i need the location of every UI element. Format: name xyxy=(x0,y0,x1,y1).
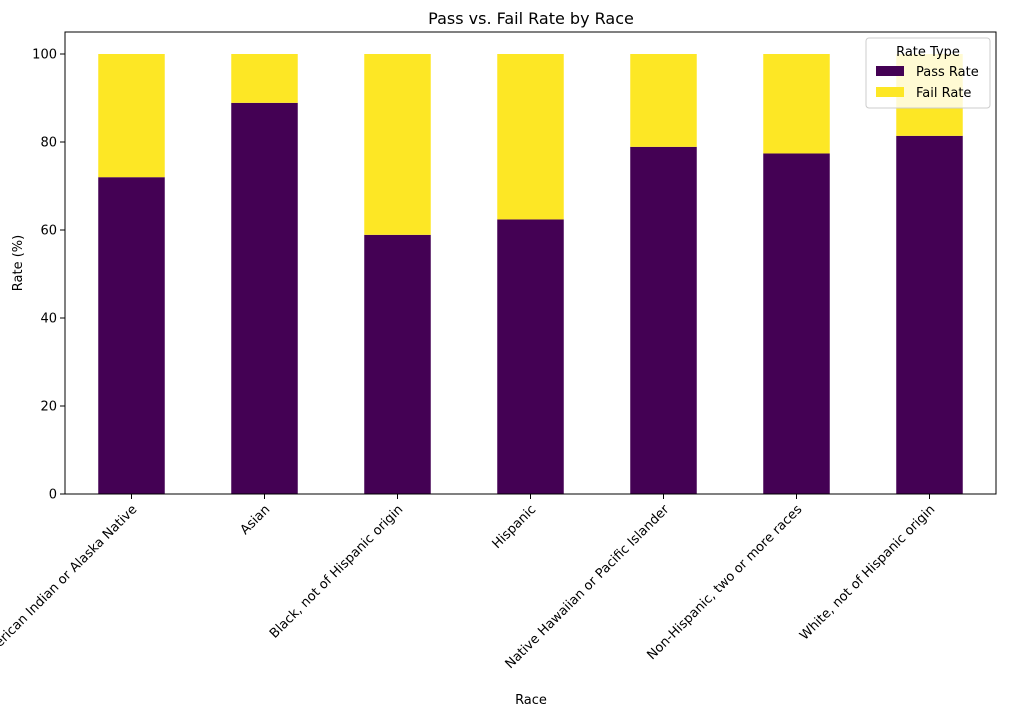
legend-label-fail-rate: Fail Rate xyxy=(916,86,971,101)
x-axis: American Indian or Alaska Native AsianBla… xyxy=(0,494,938,672)
x-tick-label: Asian xyxy=(238,502,274,538)
bar-fail-rate-black-not-of-hispanic-origin xyxy=(364,54,431,235)
bar-pass-rate-black-not-of-hispanic-origin xyxy=(364,234,431,494)
y-tick-label: 0 xyxy=(49,488,57,503)
bar-fail-rate-asian xyxy=(231,54,298,103)
legend-swatch-fail-rate xyxy=(876,87,904,97)
legend-label-pass-rate: Pass Rate xyxy=(916,65,979,80)
y-tick-label: 40 xyxy=(40,312,57,327)
legend-title: Rate Type xyxy=(896,45,960,60)
x-tick-label: Black, not of Hispanic origin xyxy=(267,502,406,641)
y-axis: 0 20 40 60 80 100 xyxy=(32,48,65,503)
y-tick-label: 20 xyxy=(40,400,57,415)
x-tick-label: Hispanic xyxy=(490,502,540,552)
x-tick-label: Non-Hispanic, two or more races xyxy=(644,502,805,663)
y-tick-label: 80 xyxy=(40,136,57,151)
bars-layer xyxy=(98,54,963,494)
y-tick-label: 60 xyxy=(40,224,57,239)
bar-pass-rate-asian xyxy=(231,102,298,494)
bar-pass-rate-white-not-of-hispanic-origin xyxy=(896,135,963,494)
bar-fail-rate-american-indian-or-alaska-native xyxy=(98,54,165,178)
chart-title: Pass vs. Fail Rate by Race xyxy=(428,9,634,28)
y-axis-label: Rate (%) xyxy=(11,235,26,291)
bar-pass-rate-hispanic xyxy=(497,219,564,494)
bar-pass-rate-american-indian-or-alaska-native xyxy=(98,177,165,494)
bar-pass-rate-non-hispanic-two-or-more-races xyxy=(763,153,830,494)
bar-fail-rate-native-hawaiian-or-pacific-islander xyxy=(630,54,697,147)
bar-pass-rate-native-hawaiian-or-pacific-islander xyxy=(630,146,697,494)
x-tick-label: American Indian or Alaska Native xyxy=(0,502,140,666)
bar-fail-rate-non-hispanic-two-or-more-races xyxy=(763,54,830,154)
legend: Rate Type Pass Rate Fail Rate xyxy=(865,37,991,109)
x-tick-label: White, not of Hispanic origin xyxy=(797,502,938,643)
y-tick-label: 100 xyxy=(32,48,57,63)
x-axis-label: Race xyxy=(515,693,547,708)
x-tick-label: Native Hawaiian or Pacific Islander xyxy=(503,502,673,672)
legend-swatch-pass-rate xyxy=(876,66,904,76)
bar-fail-rate-hispanic xyxy=(497,54,564,220)
